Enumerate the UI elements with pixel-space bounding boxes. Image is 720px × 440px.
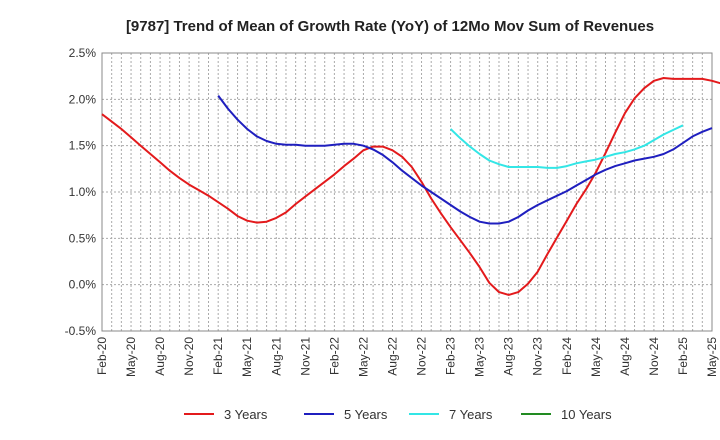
series-line-3-years [101, 77, 720, 296]
x-tick-label: Feb-23 [444, 337, 458, 375]
y-tick-label: 1.5% [69, 139, 97, 153]
x-tick-label: Aug-23 [502, 337, 516, 376]
legend: 3 Years 5 Years 7 Years 10 Years [184, 407, 612, 422]
y-tick-label: 2.5% [69, 46, 97, 60]
x-tick-label: Nov-21 [298, 337, 312, 376]
x-tick-label: May-20 [124, 337, 138, 377]
plot-area [101, 52, 713, 332]
x-tick-label: Feb-21 [211, 337, 225, 375]
x-tick-label: Nov-20 [182, 337, 196, 376]
y-tick-label: -0.5% [65, 324, 97, 338]
y-tick-label: 0.5% [69, 231, 97, 245]
series-line-5-years [217, 95, 713, 225]
x-tick-label: May-21 [240, 337, 254, 377]
x-tick-label: Feb-22 [327, 337, 341, 375]
legend-label: 10 Years [561, 407, 612, 422]
x-tick-label: May-24 [589, 337, 603, 377]
x-tick-label: Feb-24 [560, 337, 574, 375]
chart-title: [9787] Trend of Mean of Growth Rate (YoY… [126, 18, 654, 35]
x-tick-label: Aug-21 [269, 337, 283, 376]
y-tick-label: 1.0% [69, 185, 97, 199]
x-tick-label: May-22 [356, 337, 370, 377]
x-tick-label: Aug-24 [618, 337, 632, 376]
x-tick-label: Feb-20 [95, 337, 109, 375]
legend-label: 7 Years [449, 407, 493, 422]
x-tick-label: Aug-20 [153, 337, 167, 376]
series-lines [101, 77, 720, 296]
y-tick-label: 0.0% [69, 278, 97, 292]
x-tick-label: Nov-23 [531, 337, 545, 376]
series-line-7-years [449, 124, 684, 169]
x-tick-label: May-23 [473, 337, 487, 377]
x-axis: Feb-20 May-20 Aug-20 Nov-20 Feb-21 May-21 Aug-… [95, 337, 719, 377]
x-tick-label: Feb-25 [676, 337, 690, 375]
legend-label: 3 Years [224, 407, 268, 422]
x-tick-label: Aug-22 [385, 337, 399, 376]
x-tick-label: Nov-24 [647, 337, 661, 376]
y-tick-label: 2.0% [69, 92, 97, 106]
grid [101, 52, 713, 332]
x-tick-label: May-25 [705, 337, 719, 377]
legend-label: 5 Years [344, 407, 388, 422]
x-tick-label: Nov-22 [415, 337, 429, 376]
y-axis: -0.5% 0.0% 0.5% 1.0% 1.5% 2.0% 2.5% [65, 46, 97, 338]
